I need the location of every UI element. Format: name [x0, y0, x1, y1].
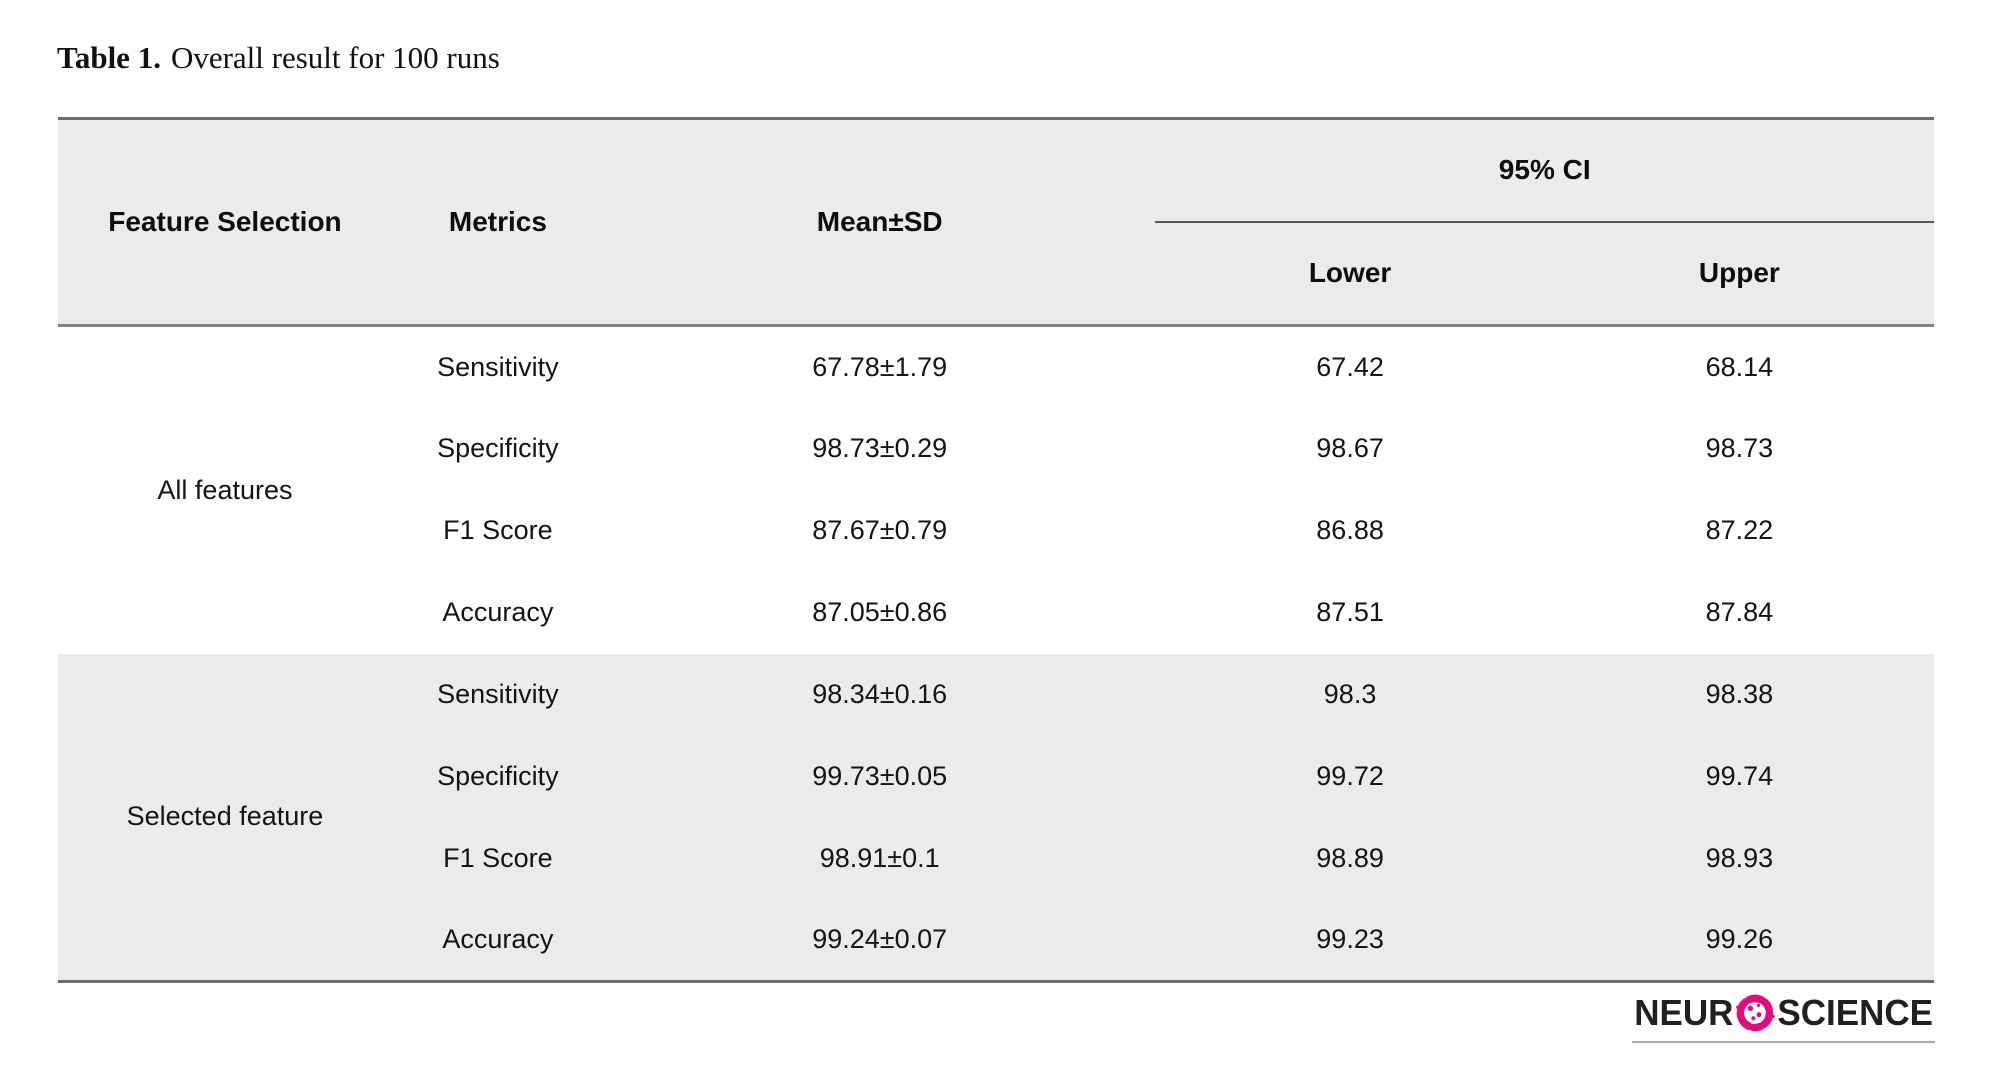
- group-label-all-features: All features: [58, 325, 392, 654]
- cell-metric: Sensitivity: [391, 653, 604, 736]
- logo-text-left: NEUR: [1634, 993, 1734, 1033]
- cell-mean-sd: 99.73±0.05: [603, 735, 1156, 818]
- cell-ci-lower: 87.51: [1155, 571, 1545, 654]
- header-95ci: 95% CI: [1155, 118, 1934, 223]
- cell-mean-sd: 99.24±0.07: [603, 899, 1156, 982]
- cell-ci-lower: 86.88: [1155, 489, 1545, 572]
- cell-mean-sd: 98.34±0.16: [603, 653, 1156, 736]
- cell-ci-upper: 87.22: [1544, 489, 1934, 572]
- cell-mean-sd: 98.73±0.29: [603, 407, 1156, 490]
- table-row: Accuracy 87.05±0.86 87.51 87.84: [58, 571, 1934, 654]
- cell-ci-upper: 68.14: [1544, 325, 1934, 408]
- table-row: Specificity 98.73±0.29 98.67 98.73: [58, 407, 1934, 490]
- table-row: Accuracy 99.24±0.07 99.23 99.26: [58, 899, 1934, 982]
- cell-ci-lower: 98.3: [1155, 653, 1545, 736]
- cell-mean-sd: 67.78±1.79: [603, 325, 1156, 408]
- results-table-container: Feature Selection Metrics Mean±SD 95% CI…: [58, 117, 1934, 983]
- table-caption-label: Table 1.: [57, 40, 161, 75]
- cell-metric: Accuracy: [391, 899, 604, 982]
- results-table: Feature Selection Metrics Mean±SD 95% CI…: [58, 117, 1934, 983]
- table-row: F1 Score 98.91±0.1 98.89 98.93: [58, 817, 1934, 900]
- cell-mean-sd: 98.91±0.1: [603, 817, 1156, 900]
- cell-metric: F1 Score: [391, 817, 604, 900]
- neuroscience-logo: NEUR SCIENCE: [1632, 992, 1935, 1043]
- cell-ci-lower: 67.42: [1155, 325, 1545, 408]
- neuron-cell-icon: [1733, 992, 1777, 1034]
- table-caption: Table 1. Overall result for 100 runs: [57, 40, 500, 76]
- header-feature-selection: Feature Selection: [58, 118, 392, 327]
- header-ci-upper: Upper: [1544, 221, 1934, 327]
- cell-mean-sd: 87.67±0.79: [603, 489, 1156, 572]
- cell-metric: Sensitivity: [391, 325, 604, 408]
- cell-metric: Specificity: [391, 407, 604, 490]
- group-label-selected-feature: Selected feature: [58, 653, 392, 982]
- table-caption-text: Overall result for 100 runs: [170, 40, 500, 75]
- cell-ci-upper: 98.93: [1544, 817, 1934, 900]
- table-row: All features Sensitivity 67.78±1.79 67.4…: [58, 325, 1934, 654]
- table-row: F1 Score 87.67±0.79 86.88 87.22: [58, 489, 1934, 572]
- cell-ci-upper: 99.74: [1544, 735, 1934, 818]
- cell-ci-upper: 98.73: [1544, 407, 1934, 490]
- header-metrics: Metrics: [391, 118, 604, 327]
- cell-ci-upper: 87.84: [1544, 571, 1934, 654]
- logo-text-right: SCIENCE: [1777, 993, 1933, 1033]
- cell-ci-lower: 98.89: [1155, 817, 1545, 900]
- table-row: Specificity 99.73±0.05 99.72 99.74: [58, 735, 1934, 818]
- header-ci-lower: Lower: [1155, 221, 1545, 327]
- cell-ci-upper: 99.26: [1544, 899, 1934, 982]
- cell-ci-upper: 98.38: [1544, 653, 1934, 736]
- cell-metric: F1 Score: [391, 489, 604, 572]
- cell-ci-lower: 99.72: [1155, 735, 1545, 818]
- cell-metric: Accuracy: [391, 571, 604, 654]
- table-row: Selected feature Sensitivity 98.34±0.16 …: [58, 653, 1934, 982]
- cell-ci-lower: 99.23: [1155, 899, 1545, 982]
- cell-metric: Specificity: [391, 735, 604, 818]
- header-mean-sd: Mean±SD: [603, 118, 1156, 327]
- cell-ci-lower: 98.67: [1155, 407, 1545, 490]
- cell-mean-sd: 87.05±0.86: [603, 571, 1156, 654]
